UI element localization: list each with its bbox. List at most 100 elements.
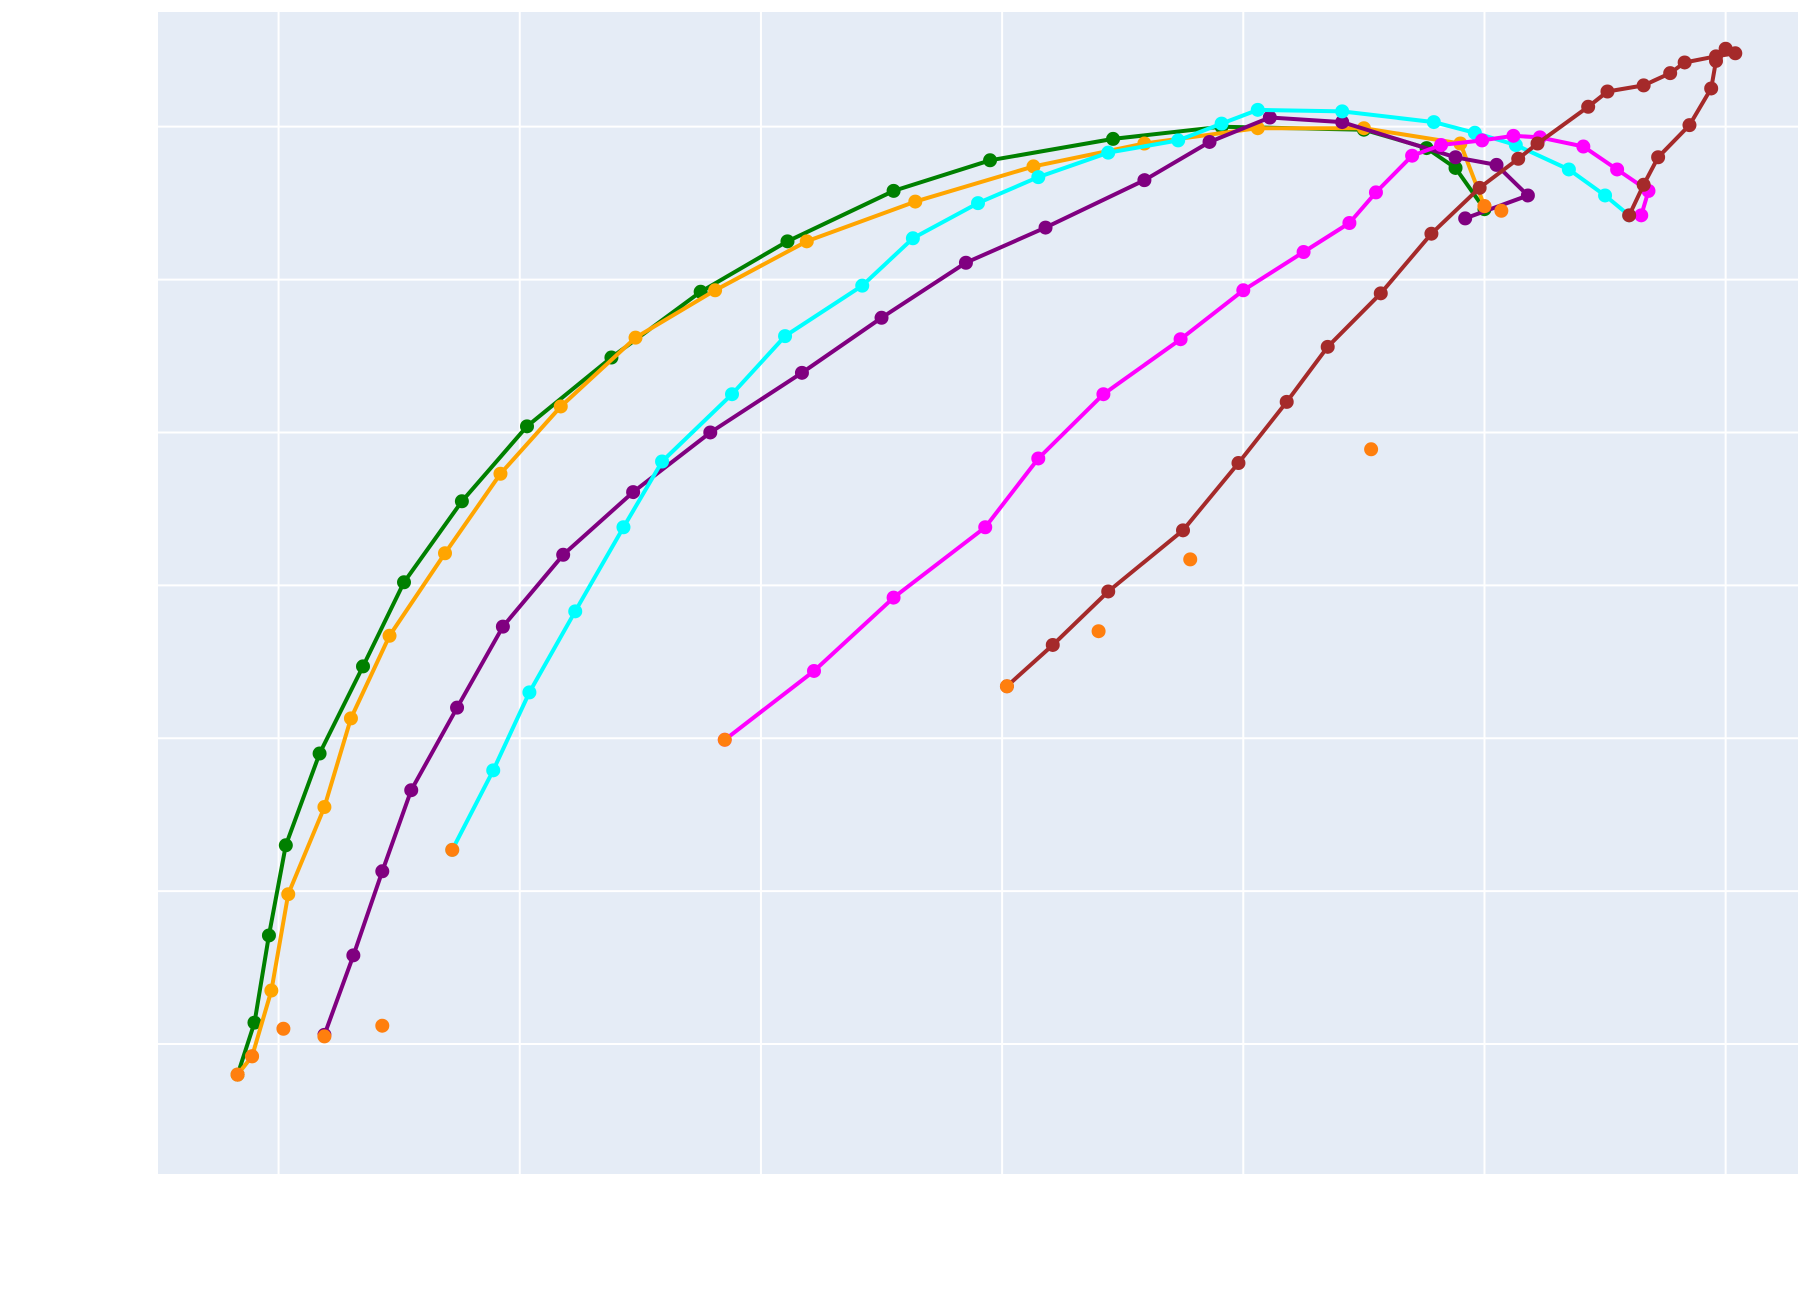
series-6-point (1622, 208, 1637, 223)
series-4-point (568, 604, 583, 619)
series-6-point (1472, 180, 1487, 195)
series-5-point (1405, 148, 1420, 163)
series-6-point (1045, 637, 1060, 652)
extra-point (230, 1067, 245, 1082)
series-4-point (905, 231, 920, 246)
series-5-point (1031, 451, 1046, 466)
extra-point (1364, 442, 1379, 457)
series-6-point (1709, 53, 1723, 68)
series-6-point (1424, 226, 1439, 241)
series-2-point (382, 628, 397, 643)
extra-point (1477, 199, 1492, 214)
series-6-point (1231, 456, 1246, 471)
series-3-point (404, 783, 419, 798)
series-1-point (1106, 131, 1121, 146)
series-5-point (1342, 215, 1357, 230)
extra-point (1091, 624, 1106, 639)
series-6-point (1663, 66, 1678, 81)
series-2-point (264, 983, 279, 998)
series-6-point (1718, 41, 1733, 56)
series-1-point (397, 575, 411, 590)
series-2-point (908, 194, 923, 209)
series-5-point (807, 663, 821, 678)
series-6-point (1101, 584, 1116, 599)
extra-point (1183, 552, 1198, 567)
series-4-point (778, 329, 793, 344)
extra-point (245, 1049, 260, 1064)
series-4-point (1561, 162, 1576, 177)
extra-point (445, 842, 460, 857)
series-5-point (1475, 133, 1490, 148)
plot-background (158, 12, 1798, 1174)
series-4-point (1335, 104, 1350, 119)
series-5 (717, 128, 1656, 747)
series-1-point (278, 838, 293, 853)
series-1-point (454, 494, 469, 509)
series-3-point (495, 619, 510, 634)
series-4-point (1426, 115, 1441, 130)
series-3-point (958, 255, 973, 270)
series-3-point (1489, 157, 1504, 172)
series-5-point (1368, 185, 1383, 200)
series-5-point (978, 520, 993, 535)
extra-point (1494, 203, 1509, 218)
series-5-point (1576, 139, 1591, 154)
series-6-point (1176, 523, 1190, 538)
series-4-point (1101, 145, 1116, 160)
series-1-point (261, 928, 276, 943)
series-1-point (356, 659, 370, 674)
series-2-point (1026, 159, 1041, 174)
series-3-point (1202, 134, 1217, 149)
series-2-point (708, 283, 723, 298)
series-3-point (703, 425, 718, 440)
series-2-point (628, 330, 643, 345)
series-3-point (556, 547, 571, 562)
series-2-point (343, 711, 358, 726)
series-4-point (616, 520, 631, 535)
series-5-point (886, 590, 901, 605)
series-6-point (1651, 150, 1666, 165)
series-6-point (1636, 78, 1651, 93)
series-1-point (886, 183, 901, 198)
series-3-point (1458, 211, 1473, 226)
series-6-point (1600, 84, 1615, 99)
series-6-point (1373, 286, 1388, 301)
series-3-point (874, 310, 889, 325)
series-5-point (1610, 162, 1625, 177)
series-3-point (1335, 115, 1350, 130)
series-6-point (1320, 339, 1335, 354)
series-1-point (247, 1015, 262, 1030)
series-6-point (1530, 136, 1545, 151)
series-4-point (655, 454, 670, 469)
series-5-point (1506, 128, 1521, 143)
extra-point (375, 1018, 390, 1033)
series-1-point (1448, 160, 1463, 175)
extra-point (276, 1021, 291, 1036)
series-3-point (1448, 150, 1463, 165)
series-4-point (1250, 102, 1265, 117)
series-6-point (1279, 394, 1294, 409)
series-2-point (438, 546, 452, 561)
extra-points-layer (230, 199, 1509, 1082)
extra-point (717, 732, 732, 747)
series-3-point (450, 700, 465, 715)
series-6-point (1636, 177, 1651, 192)
series-5-point (1236, 283, 1251, 298)
series-3-point (346, 948, 361, 963)
series-2-point (553, 399, 568, 414)
series-3-point (794, 365, 809, 380)
series-1-point (312, 746, 327, 761)
series-5-point (1296, 245, 1311, 260)
series-5-point (1096, 387, 1111, 402)
series-6-point (1704, 81, 1719, 96)
series-4-point (971, 196, 985, 211)
series-5-point (1434, 138, 1449, 153)
series-3-point (1038, 220, 1053, 235)
series-3-point (1137, 173, 1152, 188)
extra-point (999, 679, 1014, 694)
series-layer (230, 41, 1743, 1082)
series-4-point (486, 763, 501, 778)
series-6-point (1677, 55, 1692, 70)
